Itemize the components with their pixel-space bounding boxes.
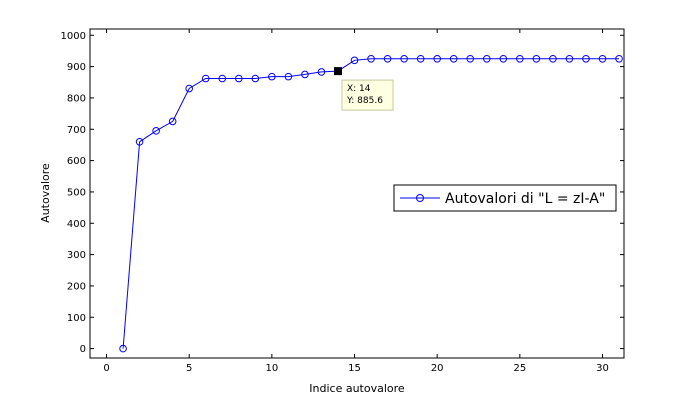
- data-point: [284, 72, 293, 81]
- data-point: [532, 54, 541, 63]
- data-point: [615, 54, 623, 63]
- data-point: [565, 54, 574, 63]
- y-tick-label: 100: [67, 313, 86, 324]
- x-tick-label: 0: [103, 363, 109, 374]
- data-point: [268, 72, 276, 81]
- data-point: [218, 74, 227, 83]
- y-tick-label: 1000: [61, 31, 86, 42]
- legend-marker-sample: [416, 194, 424, 202]
- y-tick-label: 0: [80, 344, 86, 355]
- x-tick-label: 15: [348, 363, 361, 374]
- y-tick-label: 800: [67, 93, 86, 104]
- y-tick-label: 200: [67, 281, 86, 292]
- data-point: [466, 54, 475, 63]
- y-axis-label: Autovalore: [39, 163, 52, 223]
- data-point: [499, 54, 508, 63]
- series-line: [122, 58, 619, 349]
- data-point: [350, 56, 359, 65]
- data-point: [433, 54, 441, 63]
- data-point: [598, 54, 607, 63]
- data-point: [582, 54, 590, 63]
- data-point: [482, 54, 491, 63]
- x-tick-label: 20: [431, 363, 444, 374]
- x-tick-label: 30: [596, 363, 609, 374]
- data-point: [383, 54, 392, 63]
- x-tick-label: 10: [265, 363, 278, 374]
- data-point: [367, 54, 375, 63]
- legend: Autovalori di "L = zI-A": [393, 184, 617, 212]
- datatip-x-text: X: 14: [347, 84, 371, 94]
- y-tick-label: 300: [67, 250, 86, 261]
- datatip-box: [341, 79, 394, 111]
- x-axis-label: Indice autovalore: [309, 382, 405, 395]
- y-tick-label: 500: [67, 187, 86, 198]
- y-tick-label: 600: [67, 156, 86, 167]
- data-point: [549, 54, 557, 63]
- data-point: [234, 74, 243, 83]
- data-point: [135, 138, 144, 146]
- data-point: [152, 127, 160, 135]
- data-point: [317, 68, 326, 76]
- datatip[interactable]: X: 14 Y: 885.6: [333, 67, 394, 111]
- data-point: [185, 84, 193, 93]
- data-point: [416, 54, 425, 63]
- data-point: [301, 70, 309, 79]
- datatip-y-text: Y: 885.6: [346, 96, 383, 106]
- axis-ticks: 0 5 10 15 20 25 300100200300400500600700800900…: [61, 29, 624, 374]
- y-tick-label: 700: [67, 125, 86, 136]
- data-point: [168, 117, 177, 126]
- data-point: [251, 74, 260, 83]
- x-tick-label: 5: [186, 363, 192, 374]
- series-layer: [119, 54, 623, 353]
- y-tick-label: 900: [67, 62, 86, 73]
- data-point: [516, 54, 524, 63]
- datatip-marker: [333, 67, 342, 76]
- data-point: [119, 344, 127, 353]
- x-tick-label: 25: [513, 363, 526, 374]
- data-point: [400, 54, 408, 63]
- y-tick-label: 400: [67, 219, 86, 230]
- data-point: [201, 74, 210, 83]
- legend-entry: Autovalori di "L = zI-A": [445, 191, 605, 207]
- data-point: [449, 54, 458, 63]
